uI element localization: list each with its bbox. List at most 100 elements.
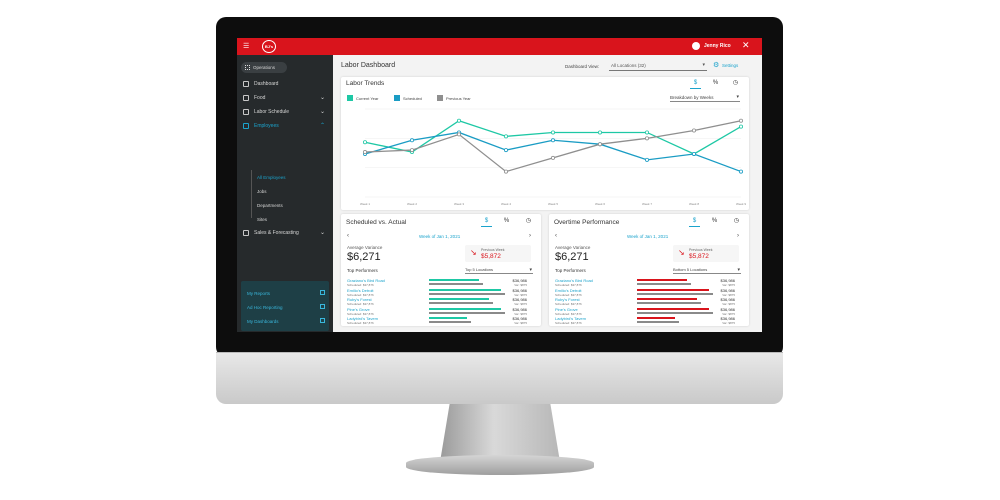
scheduled-amount: Scheduled: $37,876 — [347, 292, 374, 297]
data-point[interactable] — [550, 130, 555, 135]
locations-select[interactable]: Top 5 Locations ▾ — [465, 266, 533, 274]
subnav-jobs[interactable]: Jobs — [257, 189, 267, 194]
toggle-dollar[interactable]: $ — [689, 216, 700, 227]
toggle-time-icon[interactable]: ◷ — [733, 218, 740, 224]
previous-week-box: ↘ Previous Week $5,872 — [465, 245, 531, 262]
data-point[interactable] — [362, 140, 367, 145]
prev-week-chevron-icon[interactable]: ‹ — [347, 233, 349, 239]
data-point[interactable] — [738, 124, 743, 129]
location-name-link[interactable]: Ladybird's Tavern — [347, 316, 379, 321]
subnav-all-employees[interactable]: All Employees — [257, 175, 286, 180]
data-point[interactable] — [503, 134, 508, 139]
scheduled-bar — [637, 292, 713, 295]
toggle-dollar[interactable]: $ — [481, 216, 492, 227]
my-reports-link[interactable]: My Reports — [247, 290, 325, 296]
sidebar-item-employees[interactable]: Employees ⌃ — [241, 120, 327, 132]
toggle-time-icon[interactable]: ◷ — [732, 80, 739, 86]
locations-select[interactable]: Bottom 5 Locations ▾ — [673, 266, 741, 274]
next-week-chevron-icon[interactable]: › — [529, 233, 531, 239]
x-tick-label: Week 4 — [501, 202, 511, 206]
sidebar-item-sales-forecasting[interactable]: Sales & Forecasting ⌄ — [241, 227, 327, 239]
chart-icon — [243, 230, 249, 236]
sidebar-item-label: Labor Schedule — [254, 109, 290, 115]
variance-value: Var: $875 — [722, 283, 735, 287]
data-point[interactable] — [597, 142, 602, 147]
brand-logo[interactable]: BJ's — [262, 40, 276, 53]
data-point[interactable] — [362, 150, 367, 155]
data-point[interactable] — [644, 136, 649, 141]
sidebar-item-label: Food — [254, 95, 266, 101]
toggle-percent[interactable]: % — [711, 218, 718, 224]
sidebar-item-food[interactable]: Food ⌄ — [241, 92, 327, 104]
data-point[interactable] — [738, 118, 743, 123]
scheduled-amount: Scheduled: $37,876 — [347, 283, 374, 287]
data-point[interactable] — [597, 130, 602, 135]
location-name-link[interactable]: Ladybird's Tavern — [555, 316, 587, 321]
my-dashboards-link[interactable]: My Dashboards — [247, 318, 325, 324]
chevron-down-icon: ⌄ — [319, 109, 325, 115]
link-label: Ad Hoc Reporting — [247, 305, 283, 310]
sidebar-item-labor-schedule[interactable]: Labor Schedule ⌄ — [241, 106, 327, 118]
subnav-departments[interactable]: Departments — [257, 203, 283, 208]
hamburger-menu-icon[interactable]: ☰ — [243, 43, 250, 50]
data-point[interactable] — [410, 148, 415, 153]
legend-previous-year: Previous Year — [446, 96, 471, 101]
week-label: Week of Jan 1, 2021 — [627, 234, 669, 239]
actual-value: $36,986 — [720, 306, 735, 312]
prev-week-chevron-icon[interactable]: ‹ — [555, 233, 557, 239]
scheduled-amount: Scheduled: $37,876 — [555, 321, 582, 325]
ad-hoc-reporting-link[interactable]: Ad Hoc Reporting — [247, 304, 325, 310]
data-point[interactable] — [644, 130, 649, 135]
breakdown-select[interactable]: Breakdown by Weeks ▾ — [670, 93, 740, 102]
operations-switcher[interactable]: Operations — [241, 62, 287, 73]
data-point[interactable] — [503, 169, 508, 174]
data-point[interactable] — [550, 155, 555, 160]
next-week-chevron-icon[interactable]: › — [737, 233, 739, 239]
user-name[interactable]: Jenny Rico — [704, 43, 731, 49]
location-name-link[interactable]: Emilio's Detroit — [347, 287, 374, 293]
data-point[interactable] — [457, 118, 462, 123]
previous-week-label: Previous Week — [481, 248, 505, 252]
legend-scheduled: Scheduled — [403, 96, 422, 101]
toggle-percent[interactable]: % — [712, 80, 719, 86]
scheduled-bar — [429, 292, 505, 295]
toggle-dollar[interactable]: $ — [690, 78, 701, 89]
chevron-up-icon: ⌃ — [319, 123, 325, 129]
data-point[interactable] — [738, 169, 743, 174]
average-variance-label: Average Variance — [347, 245, 383, 250]
location-name-link[interactable]: Pine's Grove — [347, 306, 370, 312]
food-icon — [243, 95, 249, 101]
top-bar: ☰ BJ's Jenny Rico ✕ — [237, 38, 762, 55]
performer-row: Emilio's Detroit Scheduled: $37,876 $36,98… — [347, 288, 529, 297]
location-name-link[interactable]: Pine's Grove — [555, 306, 578, 312]
dashboard-view-label: Dashboard View: — [565, 64, 600, 69]
toggle-time-icon[interactable]: ◷ — [525, 218, 532, 224]
data-point[interactable] — [457, 132, 462, 137]
sidebar-item-dashboard[interactable]: Dashboard — [241, 78, 327, 90]
data-point[interactable] — [691, 151, 696, 156]
x-tick-label: Week 1 — [360, 202, 370, 206]
data-point[interactable] — [503, 148, 508, 153]
location-name-link[interactable]: Ruby's Forest — [555, 297, 580, 302]
location-name-link[interactable]: Ruby's Forest — [347, 297, 372, 302]
data-point[interactable] — [550, 138, 555, 143]
dashboard-view-select[interactable]: All Locations (32) ▾ — [609, 60, 707, 71]
dropdown-arrow-icon: ▾ — [737, 267, 740, 273]
settings-button[interactable]: ⚙ Settings — [713, 62, 738, 69]
location-name-link[interactable]: Graziano's Bird Road — [555, 278, 593, 283]
data-point[interactable] — [691, 128, 696, 133]
location-name-link[interactable]: Graziano's Bird Road — [347, 278, 385, 283]
previous-week-value: $5,872 — [481, 253, 501, 260]
monitor-stand — [440, 404, 560, 462]
scheduled-bar — [429, 321, 471, 323]
subnav-sites[interactable]: Sites — [257, 217, 268, 222]
close-icon[interactable]: ✕ — [742, 40, 750, 50]
user-avatar-icon[interactable] — [692, 42, 700, 50]
toggle-percent[interactable]: % — [503, 218, 510, 224]
external-link-icon — [320, 318, 325, 323]
legend-current-year: Current Year — [356, 96, 379, 101]
data-point[interactable] — [644, 157, 649, 162]
location-name-link[interactable]: Emilio's Detroit — [555, 287, 582, 293]
data-point[interactable] — [410, 138, 415, 143]
